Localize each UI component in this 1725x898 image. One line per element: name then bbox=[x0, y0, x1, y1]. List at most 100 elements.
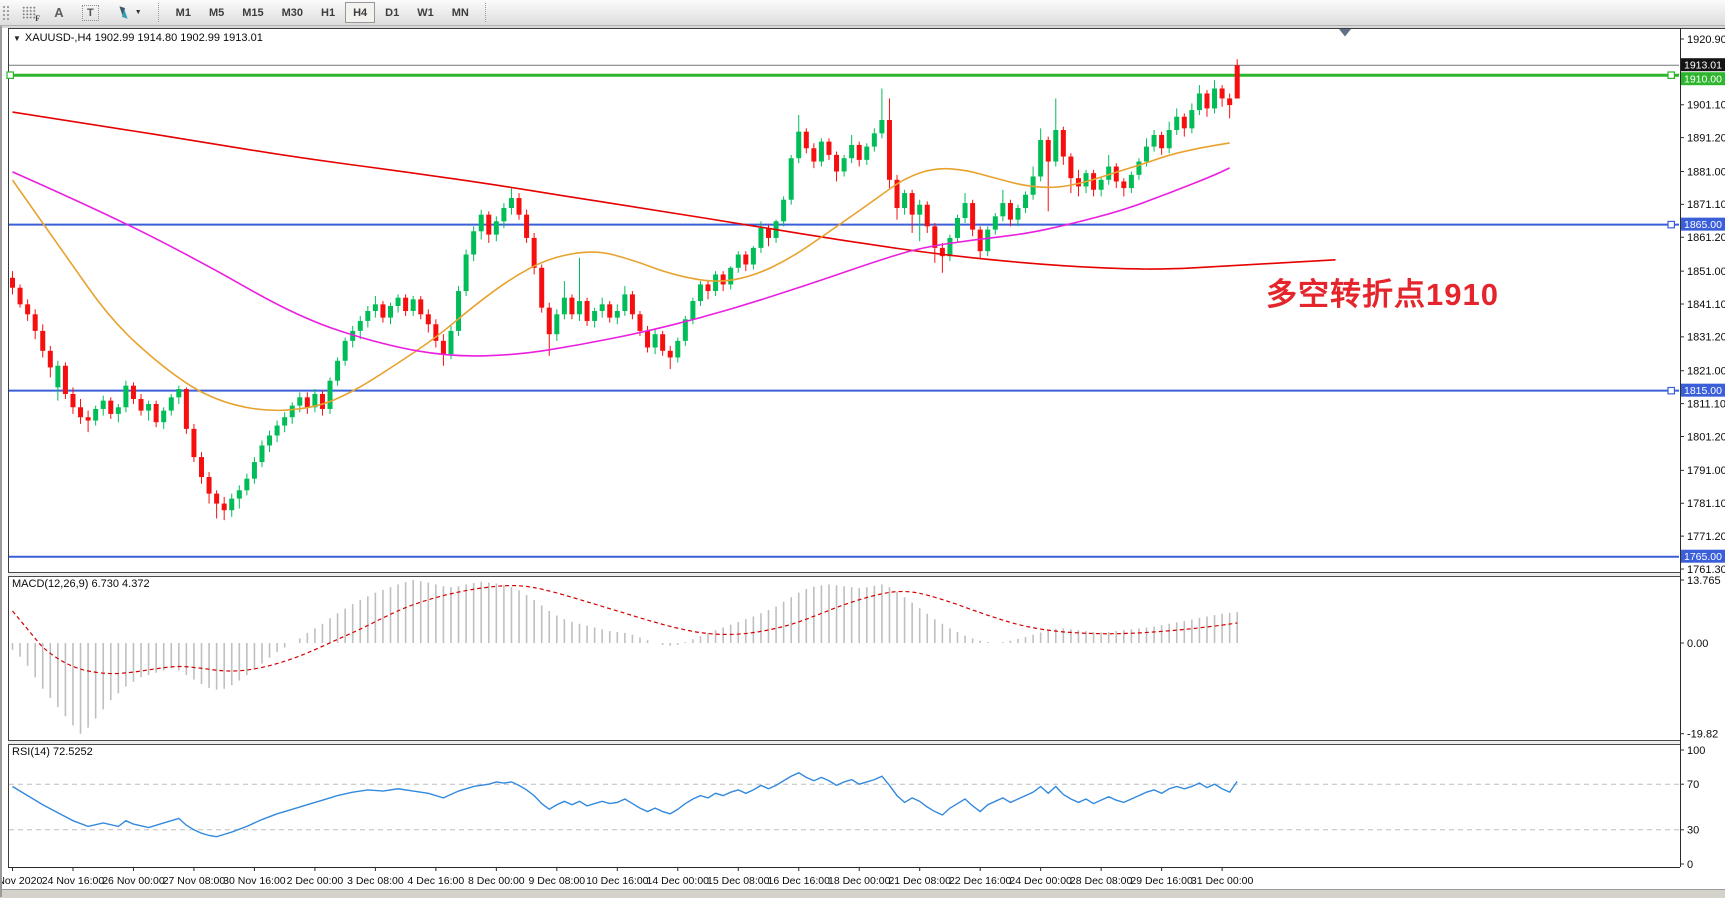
text-tool-icon: T bbox=[82, 4, 99, 21]
rsi-line bbox=[12, 772, 1238, 838]
timeframe-m1-button[interactable]: M1 bbox=[168, 2, 199, 23]
svg-text:30: 30 bbox=[1687, 825, 1699, 837]
x-axis-label: 16 Dec 16:00 bbox=[768, 875, 831, 887]
timeframe-mn-button[interactable]: MN bbox=[444, 2, 477, 23]
x-axis-label: 21 Dec 08:00 bbox=[888, 875, 951, 887]
x-axis-label: 14 Dec 00:00 bbox=[647, 875, 710, 887]
x-axis-label: 18 Dec 00:00 bbox=[828, 875, 891, 887]
candles-layer bbox=[10, 59, 1240, 521]
timeframe-m15-button[interactable]: M15 bbox=[234, 2, 271, 23]
svg-text:13.765: 13.765 bbox=[1687, 575, 1721, 587]
price-badge: 1865.00 bbox=[1681, 217, 1725, 231]
timeframe-h1-button[interactable]: H1 bbox=[313, 2, 343, 23]
x-axis-label: 10 Dec 16:00 bbox=[586, 875, 649, 887]
svg-text:1891.20: 1891.20 bbox=[1687, 132, 1725, 144]
svg-text:1851.00: 1851.00 bbox=[1687, 266, 1725, 278]
chart-annotation[interactable]: 多空转折点1910 bbox=[1266, 277, 1499, 312]
chart-title-text: XAUUSD-,H4 1902.99 1914.80 1902.99 1913.… bbox=[24, 32, 263, 44]
arrow-objects-button[interactable]: ▼ bbox=[110, 2, 149, 23]
hline-handle[interactable] bbox=[6, 71, 15, 79]
price-badge: 1913.01 bbox=[1681, 58, 1725, 72]
chart-grid-template-icon: F bbox=[22, 6, 40, 23]
macd-signal-line bbox=[12, 584, 1238, 675]
svg-text:1920.90: 1920.90 bbox=[1687, 34, 1725, 46]
timeframe-d1-button[interactable]: D1 bbox=[377, 2, 407, 23]
ma-orange-line bbox=[11, 142, 1230, 412]
rsi-panel bbox=[9, 772, 1679, 838]
toolbar-separator bbox=[484, 3, 487, 22]
svg-text:1841.10: 1841.10 bbox=[1687, 299, 1725, 311]
chart-frame bbox=[8, 28, 1725, 868]
x-axis-label: 22 Dec 16:00 bbox=[949, 875, 1012, 887]
svg-text:1781.10: 1781.10 bbox=[1687, 498, 1725, 510]
x-axis-label: 27 Nov 08:00 bbox=[163, 875, 226, 887]
x-axis-label: 3 Dec 08:00 bbox=[347, 875, 404, 887]
status-strip bbox=[0, 889, 1725, 898]
timeframe-m30-button[interactable]: M30 bbox=[274, 2, 311, 23]
text-tool-button[interactable]: T bbox=[75, 2, 106, 23]
svg-text:1811.10: 1811.10 bbox=[1687, 398, 1725, 410]
annotation-a-icon: A bbox=[54, 5, 64, 20]
x-axis-label: 24 Dec 00:00 bbox=[1009, 875, 1072, 887]
rsi-axis[interactable]: 100 70 30 0 bbox=[1680, 745, 1705, 871]
macd-axis[interactable]: 13.765 0.00 -19.82 bbox=[1680, 575, 1721, 741]
x-axis-label: 2 Dec 00:00 bbox=[287, 875, 344, 887]
price-badge: 1910.00 bbox=[1681, 72, 1725, 86]
svg-text:1865.00: 1865.00 bbox=[1684, 219, 1722, 231]
price-axis[interactable]: 1920.90 1901.10 1891.20 1881.00 1871.10 1861.… bbox=[1680, 34, 1725, 576]
svg-text:1821.00: 1821.00 bbox=[1687, 366, 1725, 378]
arrow-objects-icon bbox=[116, 5, 132, 20]
dropdown-caret-icon: ▼ bbox=[134, 9, 142, 16]
svg-text:1815.00: 1815.00 bbox=[1684, 385, 1722, 397]
toolbar-drag-handle[interactable] bbox=[2, 4, 10, 21]
ma-magenta-line bbox=[12, 167, 1231, 357]
svg-text:1801.20: 1801.20 bbox=[1687, 431, 1725, 443]
chart-title[interactable]: ▼ XAUUSD-,H4 1902.99 1914.80 1902.99 1913… bbox=[13, 32, 263, 44]
svg-text:1765.00: 1765.00 bbox=[1684, 551, 1722, 563]
hline-1815[interactable] bbox=[9, 386, 1679, 395]
price-badge: 1765.00 bbox=[1681, 549, 1725, 563]
svg-text:1901.10: 1901.10 bbox=[1687, 100, 1725, 112]
toolbar-gap bbox=[0, 25, 1725, 28]
x-axis-label: 9 Dec 08:00 bbox=[529, 875, 586, 887]
x-axis-label: 30 Nov 16:00 bbox=[223, 875, 286, 887]
hline-handle[interactable] bbox=[1667, 71, 1676, 79]
timeframe-m5-button[interactable]: M5 bbox=[201, 2, 232, 23]
symbol-dropdown-icon[interactable]: ▼ bbox=[13, 34, 21, 43]
x-axis-label: 24 Nov 16:00 bbox=[42, 875, 105, 887]
chart-grid-template-button[interactable]: F bbox=[15, 2, 43, 23]
hline-handle[interactable] bbox=[1667, 386, 1676, 395]
rsi-indicator-label: RSI(14) 72.5252 bbox=[12, 746, 93, 758]
hline-1910[interactable] bbox=[6, 71, 1679, 79]
x-axis-label: 26 Nov 00:00 bbox=[102, 875, 165, 887]
svg-text:1871.10: 1871.10 bbox=[1687, 199, 1725, 211]
timeframe-h4-button[interactable]: H4 bbox=[345, 2, 376, 23]
svg-text:1771.20: 1771.20 bbox=[1687, 531, 1725, 543]
macd-panel bbox=[11, 580, 1239, 734]
svg-text:1913.01: 1913.01 bbox=[1684, 60, 1722, 72]
macd-indicator-label: MACD(12,26,9) 6.730 4.372 bbox=[12, 578, 150, 590]
ma-red-line bbox=[12, 111, 1336, 270]
annotation-a-button[interactable]: A bbox=[47, 2, 71, 23]
x-axis-label: 4 Dec 16:00 bbox=[408, 875, 465, 887]
hline-handle[interactable] bbox=[1667, 220, 1676, 229]
svg-text:1861.20: 1861.20 bbox=[1687, 232, 1725, 244]
x-axis-label: 29 Dec 16:00 bbox=[1130, 875, 1193, 887]
timeframe-w1-button[interactable]: W1 bbox=[409, 2, 442, 23]
svg-text:1761.30: 1761.30 bbox=[1687, 564, 1725, 576]
svg-text:0.00: 0.00 bbox=[1687, 638, 1708, 650]
hline-1865[interactable] bbox=[9, 220, 1679, 229]
svg-text:-19.82: -19.82 bbox=[1687, 729, 1718, 741]
svg-text:0: 0 bbox=[1687, 859, 1693, 871]
svg-text:1831.20: 1831.20 bbox=[1687, 332, 1725, 344]
toolbar: F A T ▼ M1 M5 M15 M30 H1 H4 D1 W1 MN bbox=[0, 0, 1725, 26]
x-axis-label: 8 Dec 00:00 bbox=[468, 875, 525, 887]
chart-shift-marker-icon[interactable] bbox=[1339, 29, 1351, 37]
svg-text:70: 70 bbox=[1687, 779, 1699, 791]
svg-text:1910.00: 1910.00 bbox=[1684, 74, 1722, 86]
x-axis-label: 31 Dec 00:00 bbox=[1191, 875, 1254, 887]
x-axis-label: 23 Nov 2020 bbox=[0, 875, 42, 887]
